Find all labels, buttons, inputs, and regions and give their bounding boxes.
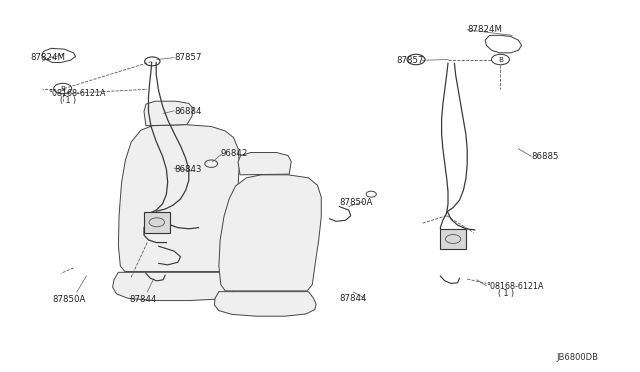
Text: °08168-6121A: °08168-6121A [486, 282, 544, 291]
Text: °08168-6121A: °08168-6121A [49, 89, 106, 98]
FancyBboxPatch shape [440, 229, 466, 249]
Polygon shape [144, 101, 193, 126]
Text: 87857: 87857 [397, 56, 424, 65]
FancyBboxPatch shape [144, 212, 170, 232]
Polygon shape [118, 125, 239, 272]
Polygon shape [113, 272, 236, 301]
Text: 96842: 96842 [221, 149, 248, 158]
Text: ( 1 ): ( 1 ) [498, 289, 514, 298]
Text: B: B [60, 86, 65, 92]
Text: B: B [498, 57, 503, 62]
Text: 86884: 86884 [174, 107, 202, 116]
Text: 87857: 87857 [174, 53, 202, 62]
Text: 86885: 86885 [531, 153, 559, 161]
Text: 87850A: 87850A [339, 198, 372, 207]
Polygon shape [219, 175, 321, 291]
Text: 86843: 86843 [174, 165, 202, 174]
Polygon shape [214, 292, 316, 316]
Text: ( 1 ): ( 1 ) [60, 96, 76, 105]
Text: 87824M: 87824M [31, 53, 66, 62]
Text: 87824M: 87824M [467, 25, 502, 34]
Text: JB6800DB: JB6800DB [557, 353, 599, 362]
Text: 87844: 87844 [129, 295, 157, 304]
Polygon shape [238, 153, 291, 175]
Text: 87844: 87844 [339, 294, 367, 303]
Text: 87850A: 87850A [52, 295, 86, 304]
